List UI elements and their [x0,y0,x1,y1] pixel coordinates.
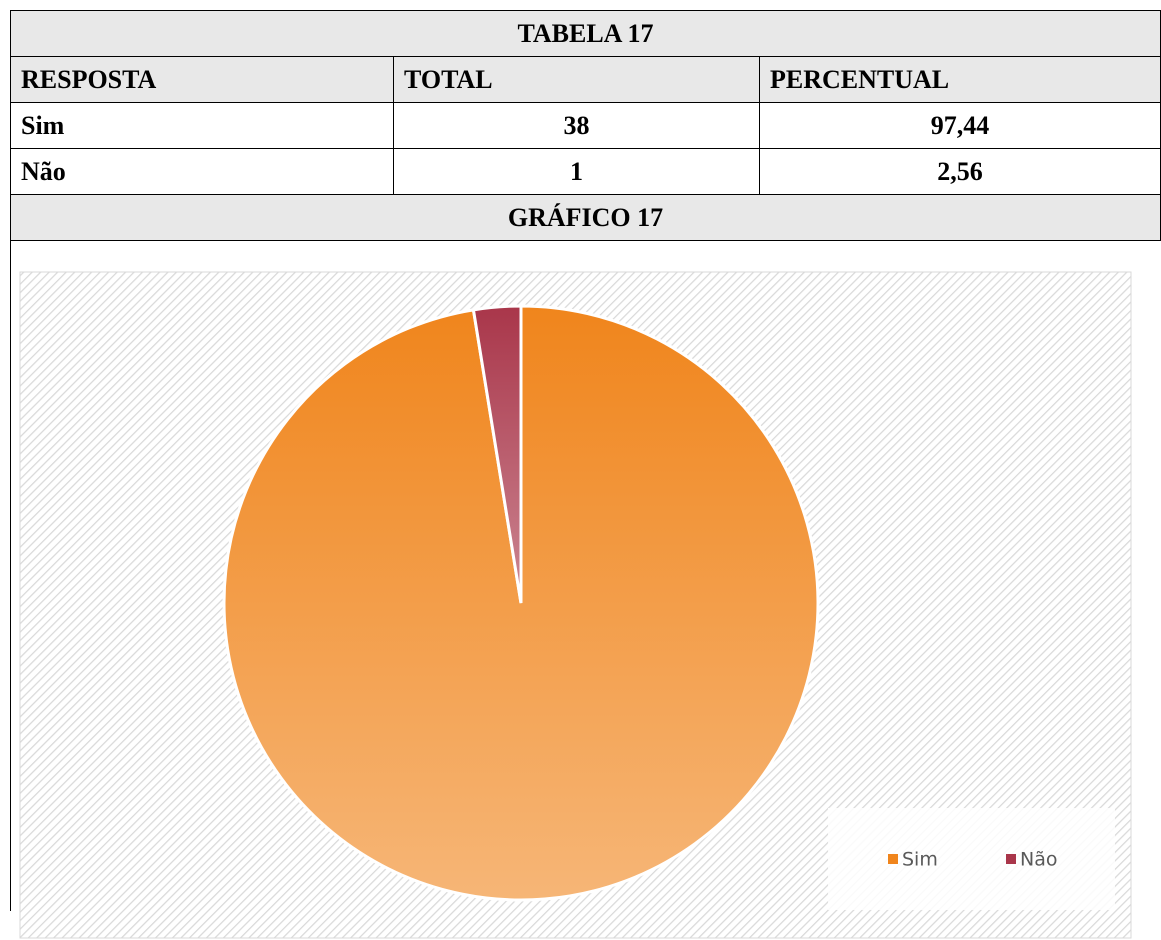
legend-swatch [1006,854,1016,864]
table-title: TABELA 17 [10,10,1161,57]
cell: 2,56 [759,148,1161,195]
cell: Não [10,148,394,195]
cell: 97,44 [759,102,1161,149]
legend-label: Sim [902,849,938,871]
legend-background [828,808,1115,910]
cell: 38 [393,102,760,149]
header-cell: RESPOSTA [10,56,394,103]
header-cell: PERCENTUAL [759,56,1161,103]
cell: Sim [10,102,394,149]
cell: 1 [393,148,760,195]
chart: Sim Não [19,271,1132,939]
chart-title: GRÁFICO 17 [10,194,1161,241]
legend-label: Não [1020,849,1057,871]
pie-slice [471,304,523,604]
legend-swatch [888,854,898,864]
header-cell: TOTAL [393,56,760,103]
